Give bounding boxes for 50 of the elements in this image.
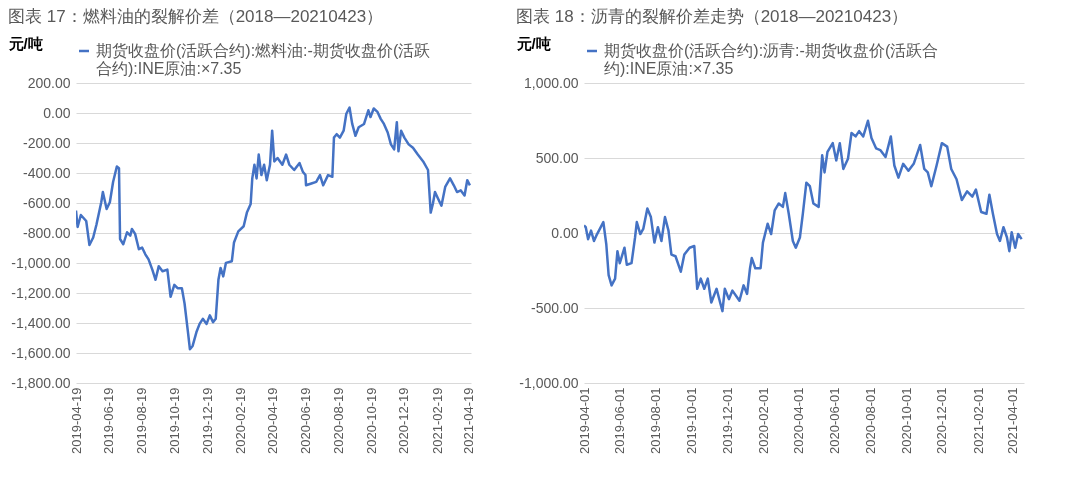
x-tick-label: 2020-12-01 (934, 387, 950, 454)
y-tick-label: -500.00 (531, 299, 579, 316)
x-tick-label: 2021-04-01 (1005, 387, 1021, 454)
y-tick-label: -1,800.00 (11, 374, 71, 391)
y-tick-label: -200.00 (23, 134, 71, 151)
y-tick-label: -400.00 (23, 164, 71, 181)
x-tick-label: 2020-10-19 (363, 387, 379, 454)
y-tick-label: -1,000.00 (11, 254, 71, 271)
x-tick-label: 2019-04-01 (576, 387, 592, 454)
y-tick-label: -1,400.00 (11, 314, 71, 331)
y-tick-label: 500.00 (535, 149, 579, 166)
y-tick-label: 1,000.00 (524, 74, 579, 91)
line-series (76, 106, 471, 351)
legend-label: 期货收盘价(活跃合约):燃料油:-期货收盘价(活跃合约):INE原油:×7.35 (96, 42, 431, 77)
x-tick-label: 2020-04-19 (265, 387, 281, 454)
x-tick-label: 2019-12-19 (199, 387, 215, 454)
x-tick-label: 2019-06-19 (101, 387, 117, 454)
y-tick-label: -1,200.00 (11, 284, 71, 301)
x-tick-label: 2020-06-01 (827, 387, 843, 454)
x-tick-label: 2020-06-19 (297, 387, 313, 454)
line-series (584, 119, 1023, 313)
y-tick-label: 0.00 (43, 104, 71, 121)
y-tick-label: 0.00 (551, 224, 579, 241)
x-tick-label: 2020-04-01 (791, 387, 807, 454)
y-tick-label: -600.00 (23, 194, 71, 211)
x-tick-label: 2020-08-19 (330, 387, 346, 454)
x-tick-label: 2019-06-01 (612, 387, 628, 454)
x-tick-label: 2019-08-01 (648, 387, 664, 454)
x-tick-label: 2019-04-19 (68, 387, 84, 454)
chart-title: 图表 18：沥青的裂解价差走势（2018—20210423） (516, 7, 909, 26)
x-tick-label: 2021-02-19 (429, 387, 445, 454)
x-tick-label: 2020-08-01 (862, 387, 878, 454)
x-tick-label: 2020-02-01 (756, 387, 772, 454)
x-tick-label: 2019-10-19 (166, 387, 182, 454)
x-tick-label: 2021-02-01 (970, 387, 986, 454)
x-tick-label: 2021-04-19 (461, 387, 477, 454)
chart-title: 图表 17：燃料油的裂解价差（2018—20210423） (8, 7, 384, 26)
legend-label: 期货收盘价(活跃合约):沥青:-期货收盘价(活跃合约):INE原油:×7.35 (604, 42, 939, 77)
x-tick-label: 2019-10-01 (683, 387, 699, 454)
y-tick-label: 200.00 (27, 74, 71, 91)
x-tick-label: 2019-12-01 (719, 387, 735, 454)
y-axis-title: 元/吨 (515, 34, 551, 52)
x-tick-label: 2019-08-19 (134, 387, 150, 454)
x-tick-label: 2020-10-01 (898, 387, 914, 454)
x-tick-label: 2020-12-19 (396, 387, 412, 454)
y-tick-label: -800.00 (23, 224, 71, 241)
y-axis-title: 元/吨 (7, 34, 43, 52)
y-tick-label: -1,000.00 (519, 374, 579, 391)
y-tick-label: -1,600.00 (11, 344, 71, 361)
x-tick-label: 2020-02-19 (232, 387, 248, 454)
